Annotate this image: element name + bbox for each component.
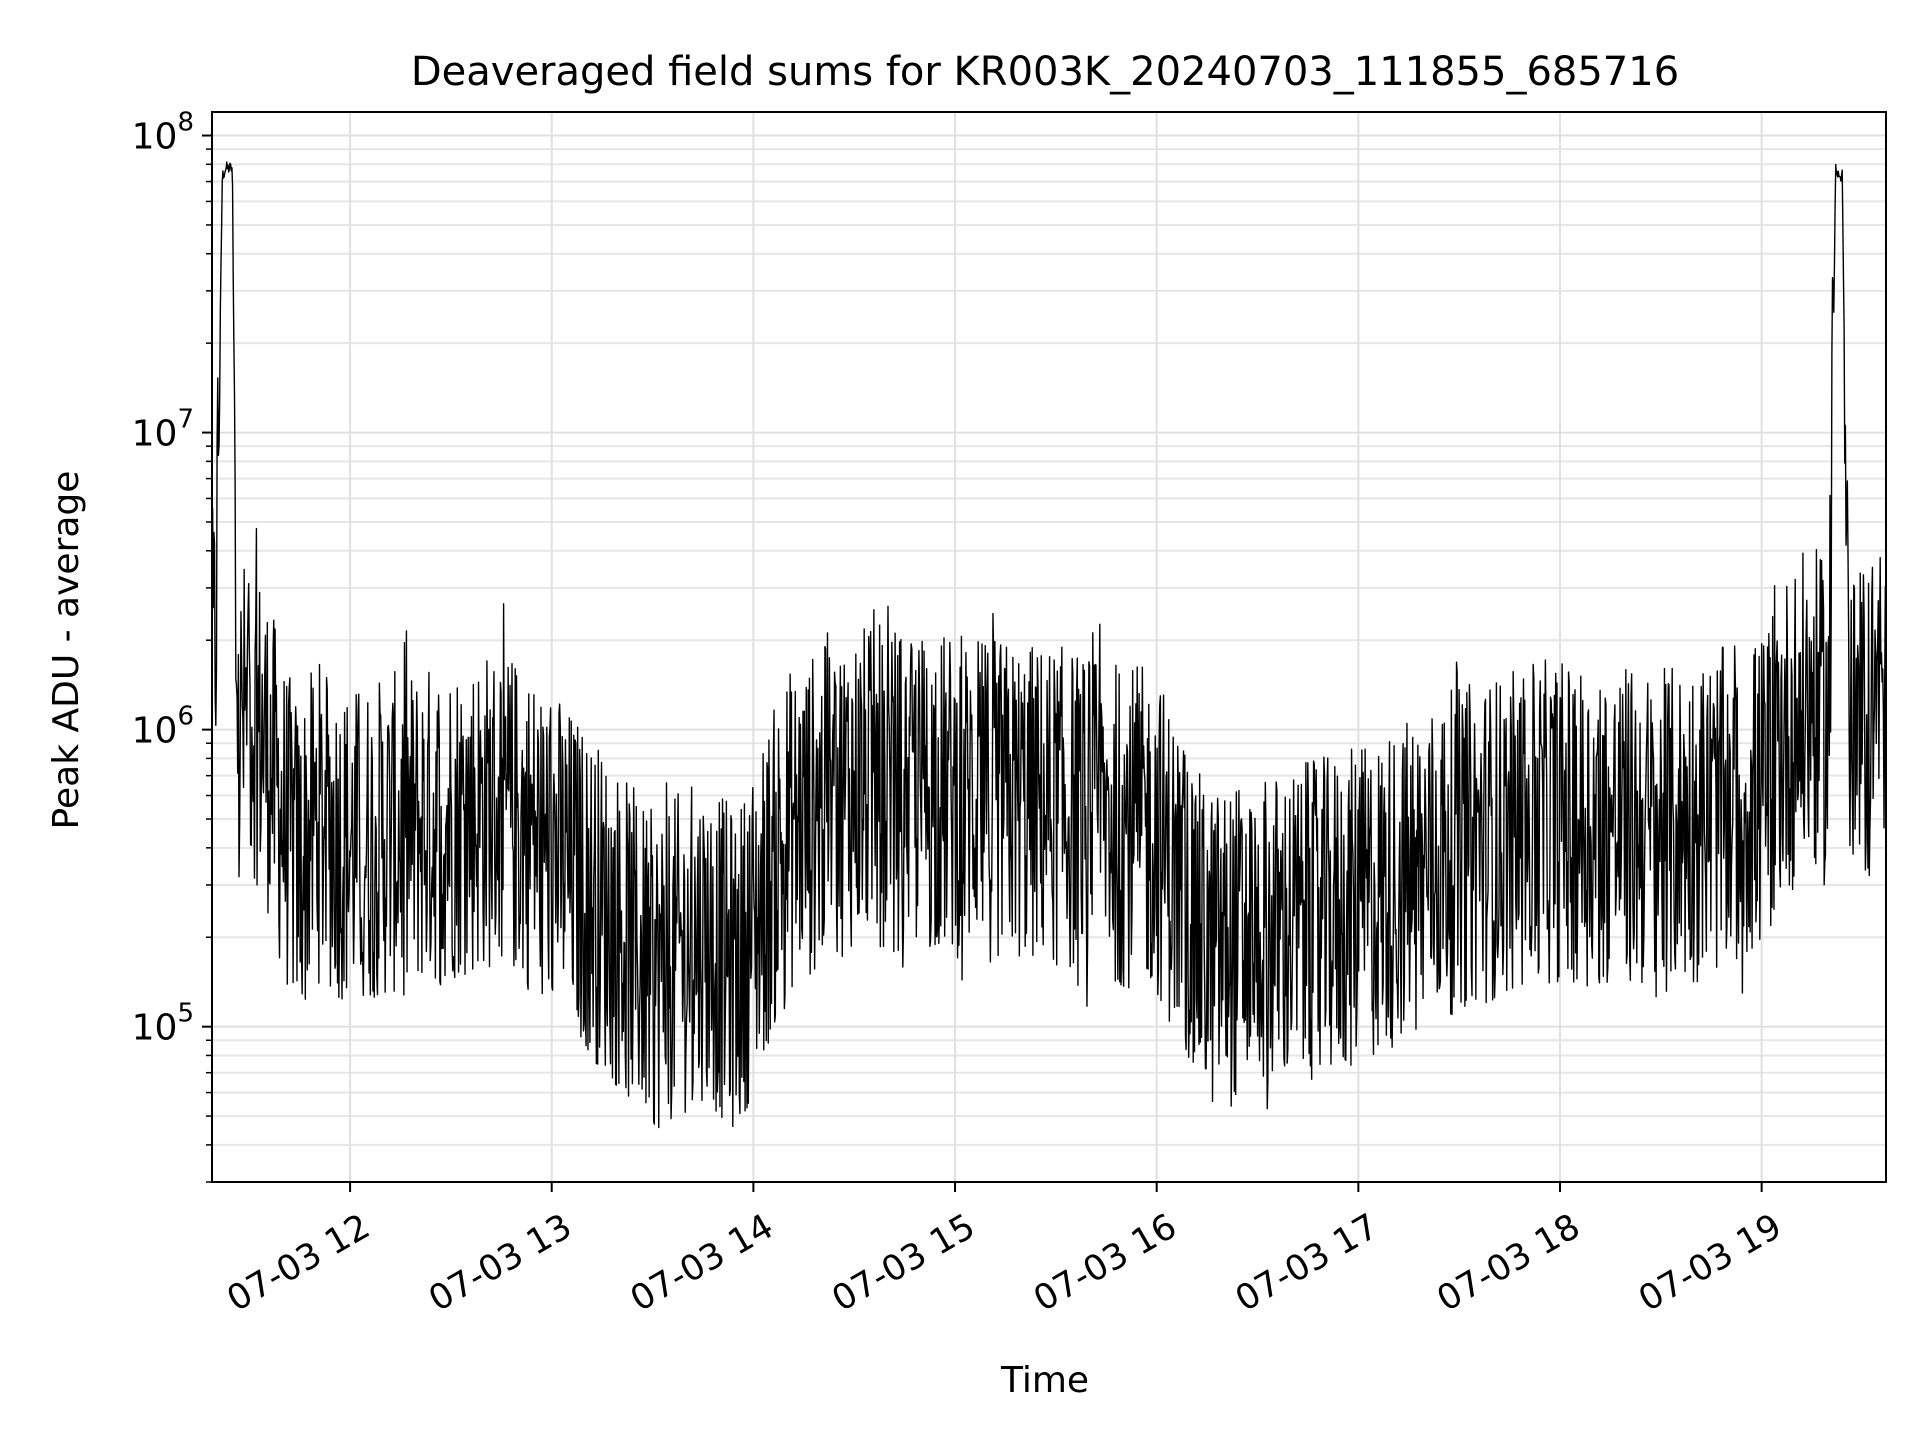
- plot-frame: [211, 111, 1887, 1183]
- y-axis: 105 106 107 108: [132, 108, 212, 1183]
- y-tick-label: 106: [132, 702, 194, 752]
- data-layer: [211, 161, 1887, 1129]
- y-tick-label: 108: [132, 108, 194, 158]
- y-tick-label: 107: [132, 405, 194, 455]
- x-axis-label: Time: [1000, 1360, 1089, 1401]
- chart-title: Deaveraged field sums for KR003K_2024070…: [411, 49, 1679, 95]
- y-tick-label: 105: [132, 999, 194, 1049]
- series-line: [211, 161, 1887, 1129]
- y-axis-label: Peak ADU - average: [46, 471, 87, 830]
